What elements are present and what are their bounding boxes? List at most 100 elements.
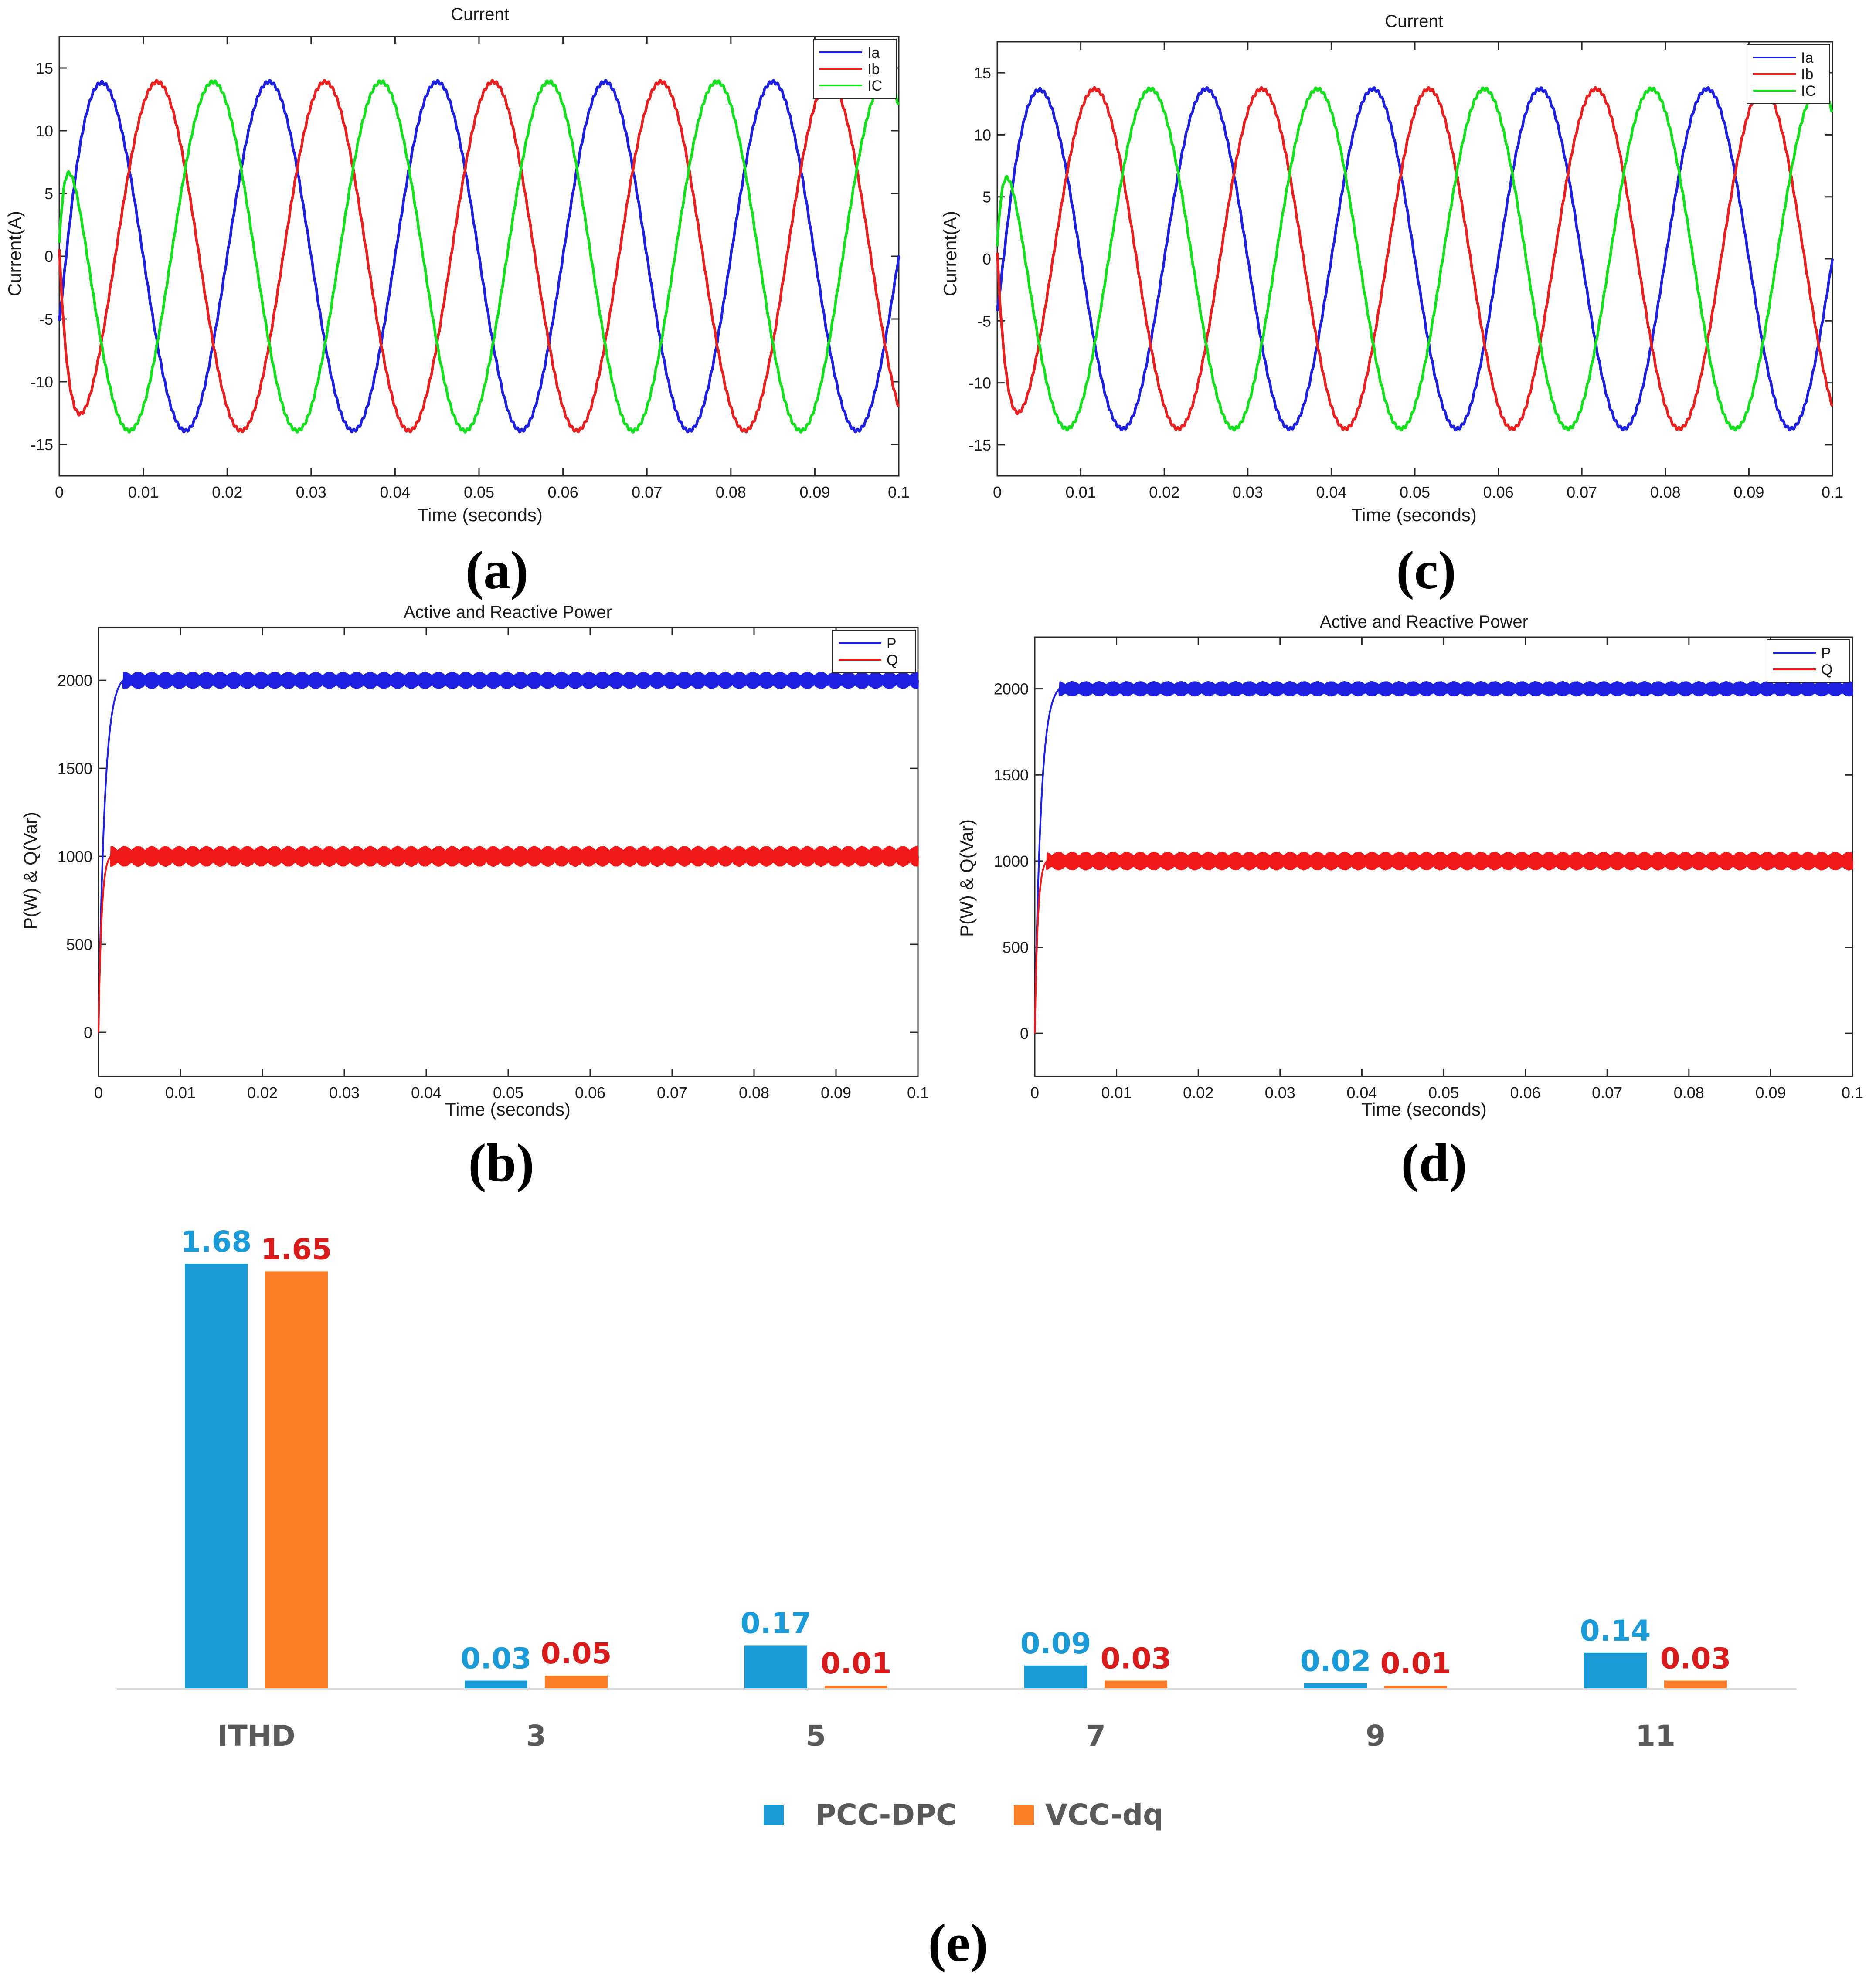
panel-c-legend-label-ib: Ib [1801, 66, 1813, 83]
panel-d-ytick-label: 500 [1003, 939, 1029, 957]
panel-c-series-ia [996, 86, 1834, 431]
data-label-pcc-dpc-3: 0.03 [461, 1642, 532, 1676]
panel-a-xtick-label: 0.03 [296, 483, 326, 501]
panel-b-ytick-label: 500 [66, 936, 92, 953]
panel-c-ytick-label: -15 [969, 436, 991, 454]
panel-a-xtick-label: 0.08 [716, 483, 746, 501]
panel-a-ytick-label: 0 [44, 248, 53, 265]
panel-d-xlabel: Time (seconds) [1361, 1099, 1487, 1120]
panel-b-xtick-label: 0.04 [411, 1084, 442, 1102]
panel-b-title: Active and Reactive Power [404, 603, 612, 622]
panel-b-xtick-label: 0.09 [821, 1084, 851, 1102]
panel-b-xtick-label: 0 [94, 1084, 103, 1102]
panel-c-plot-area: 0 0.01 0.02 0.03 0.04 0.05 0.06 0.07 0.08 0.09 0.1… [969, 41, 1843, 501]
panel-a-xtick-label: 0.06 [548, 483, 578, 501]
panel-b-legend-label-p: P [887, 635, 897, 652]
panel-d-xtick-label: 0.03 [1265, 1084, 1295, 1102]
panel-a-xlabel: Time (seconds) [417, 505, 543, 525]
panel-a-xtick-label: 0.1 [888, 483, 910, 501]
panel-b-ylabel: P(W) & Q(Var) [20, 812, 41, 930]
data-label-vcc-dq-11: 0.03 [1660, 1642, 1731, 1676]
panel-b-series-q [98, 845, 919, 1033]
bar-vcc-dq-11 [1664, 1680, 1727, 1688]
panel-d-legend-label-p: P [1821, 645, 1831, 662]
panel-d-xtick-label: 0.08 [1674, 1084, 1704, 1102]
data-label-vcc-dq-ithd: 1.65 [261, 1232, 332, 1266]
data-label-vcc-dq-9: 0.01 [1380, 1647, 1451, 1680]
data-label-pcc-dpc-7: 0.09 [1020, 1627, 1091, 1660]
panel-c-xtick-label: 0.05 [1400, 483, 1430, 501]
panel-a-xtick-label: 0.07 [632, 483, 662, 501]
bar-pcc-dpc-11 [1584, 1652, 1647, 1688]
panel-b-plot-area: 0 0.01 0.02 0.03 0.04 0.05 0.06 0.07 0.08 0.09 0.1… [58, 627, 929, 1102]
panel-a-ytick-label: 15 [36, 59, 53, 77]
panel-d-ytick-label: 2000 [994, 680, 1029, 698]
category-label-9: 9 [1366, 1719, 1386, 1753]
panel-c-ytick-label: 0 [982, 250, 991, 268]
panel-d-xtick-label: 0.06 [1510, 1084, 1541, 1102]
panel-d-series-q [1034, 852, 1853, 1034]
panel-b-xlabel: Time (seconds) [445, 1099, 571, 1120]
bar-pcc-dpc-5 [744, 1645, 807, 1688]
category-label-3: 3 [526, 1719, 546, 1753]
panel-d-series-p [1034, 681, 1853, 1034]
panel-c-series-ic [996, 86, 1834, 432]
panel-a-legend-label-ia: Ia [867, 44, 880, 61]
panel-b-xtick-label: 0.1 [907, 1084, 929, 1102]
panel-a-ytick-label: -15 [31, 436, 53, 454]
data-label-pcc-dpc-5: 0.17 [741, 1606, 812, 1640]
panel-a-xtick-label: 0 [55, 483, 64, 501]
panel-b-power-plot: Active and Reactive Power Time (seconds)… [20, 603, 929, 1193]
panel-c-ytick-label: -5 [977, 312, 991, 330]
panel-e-bars: 1.68 1.65 ITHD 0.03 0.05 3 0.17 0.01 5 0.09 0.03 7 0… [181, 1225, 1731, 1753]
panel-a-label: (a) [466, 540, 529, 600]
panel-b-xtick-label: 0.06 [575, 1084, 605, 1102]
panel-a-current-plot: Current Time (seconds) Current(A) 0 0.01 0… [4, 5, 910, 600]
panel-a-xtick-label: 0.01 [128, 483, 159, 501]
panel-c-ytick-label: 15 [974, 64, 991, 82]
panel-c-series-ib [996, 86, 1834, 431]
panel-c-xtick-label: 0.04 [1316, 483, 1346, 501]
panel-a-title: Current [451, 5, 509, 24]
legend-swatch-pcc-dpc [764, 1805, 784, 1825]
data-label-pcc-dpc-ithd: 1.68 [181, 1225, 252, 1259]
panel-a-series-ia [58, 79, 900, 434]
bar-pcc-dpc-9 [1304, 1683, 1367, 1688]
data-label-vcc-dq-7: 0.03 [1101, 1642, 1172, 1676]
legend-label-pcc-dpc: PCC-DPC [815, 1798, 957, 1832]
legend-label-vcc-dq: VCC-dq [1045, 1798, 1163, 1832]
panel-c-xlabel: Time (seconds) [1351, 505, 1477, 525]
panel-a-ytick-label: -10 [31, 373, 53, 391]
panel-b-legend-box [832, 630, 916, 673]
panel-c-xtick-label: 0.01 [1066, 483, 1096, 501]
panel-d-xtick-label: 0 [1030, 1084, 1039, 1102]
panel-b-xtick-label: 0.08 [739, 1084, 769, 1102]
category-label-7: 7 [1086, 1719, 1106, 1753]
panel-c-legend-label-ia: Ia [1801, 50, 1813, 66]
panel-b-xtick-label: 0.07 [657, 1084, 687, 1102]
panel-a-ytick-label: 10 [36, 122, 53, 140]
panel-a-plot-area: 0 0.01 0.02 0.03 0.04 0.05 0.06 0.07 0.08 0.09 0.1… [31, 36, 910, 501]
panel-c-ytick-label: -10 [969, 374, 991, 392]
panel-c-xtick-label: 0.1 [1822, 483, 1843, 501]
panel-c-xtick-label: 0.06 [1483, 483, 1514, 501]
bar-vcc-dq-7 [1105, 1680, 1167, 1688]
panel-c-xtick-label: 0.03 [1233, 483, 1263, 501]
panel-c-ytick-label: 10 [974, 126, 991, 144]
panel-d-legend-label-q: Q [1821, 662, 1832, 678]
bar-pcc-dpc-7 [1024, 1665, 1087, 1688]
panel-a-xtick-label: 0.09 [799, 483, 830, 501]
panel-d-power-plot: Active and Reactive Power Time (seconds)… [956, 612, 1863, 1193]
panel-d-xtick-label: 0.09 [1755, 1084, 1786, 1102]
panel-a-series-ic [58, 79, 900, 434]
data-label-pcc-dpc-9: 0.02 [1300, 1644, 1371, 1678]
bar-vcc-dq-5 [825, 1686, 887, 1688]
panel-b-xtick-label: 0.03 [329, 1084, 360, 1102]
bar-pcc-dpc-ithd [185, 1264, 248, 1688]
data-label-vcc-dq-3: 0.05 [541, 1637, 612, 1670]
panel-b-ytick-label: 0 [84, 1024, 92, 1042]
panel-d-ylabel: P(W) & Q(Var) [956, 819, 977, 937]
panel-c-ylabel: Current(A) [940, 211, 960, 296]
panel-b-xtick-label: 0.02 [247, 1084, 278, 1102]
